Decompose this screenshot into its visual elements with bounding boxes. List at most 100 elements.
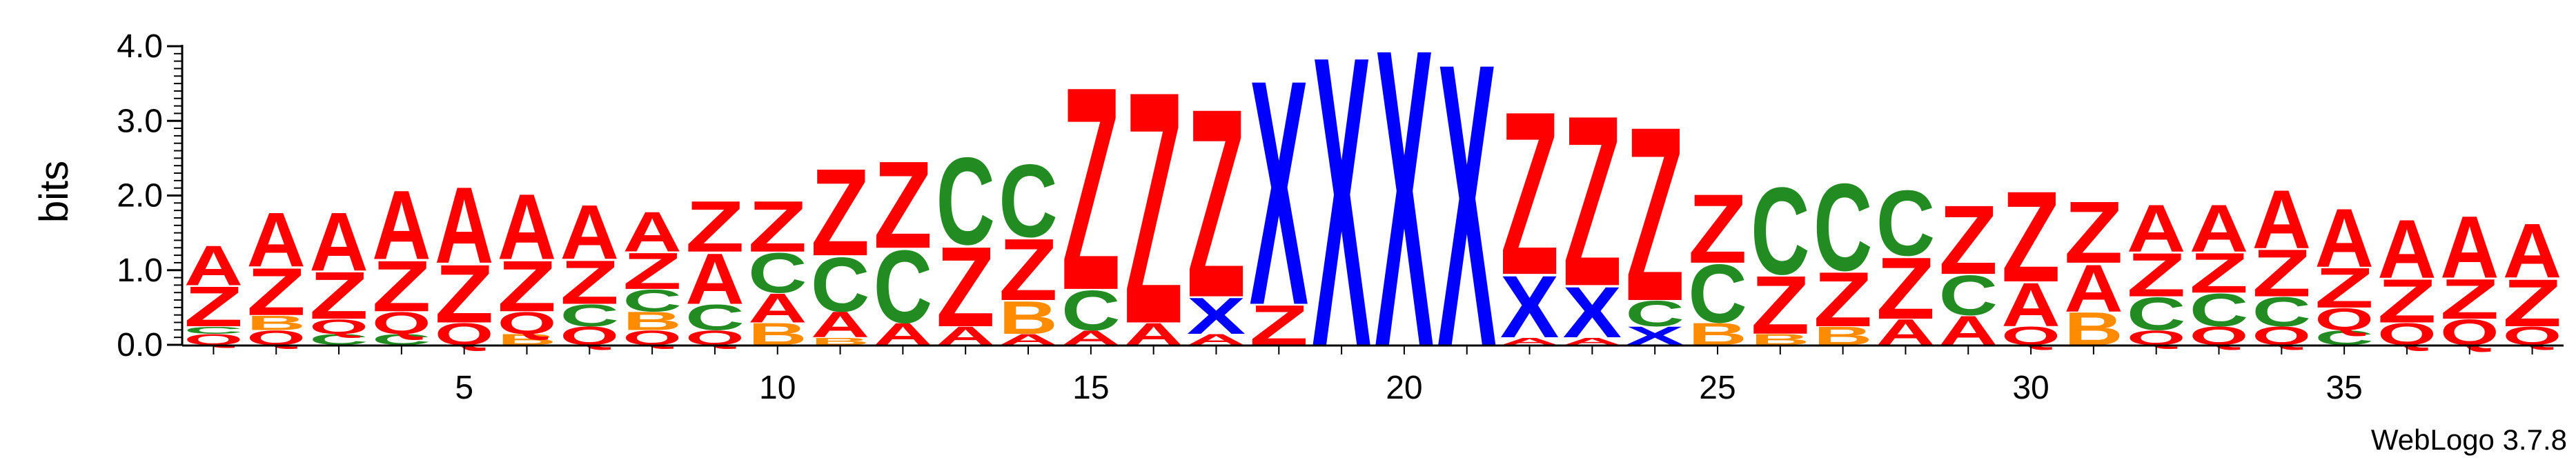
glyph-Z-pos-28: Z: [1876, 240, 1935, 338]
glyph-C-pos-1: C: [184, 324, 243, 336]
glyph-C-pos-15: C: [1061, 279, 1120, 342]
axis-layer: 0.0 1.0 2.0 3.0 4.0 5 10 15 20 25 30 35: [117, 28, 2564, 406]
glyph-Z-pos-5: Z: [435, 248, 493, 341]
glyph-C-pos-28: C: [1876, 171, 1935, 275]
glyph-A-pos-23: A: [1563, 335, 1622, 347]
glyph-Z-pos-3: Z: [309, 258, 368, 333]
glyph-Z-pos-26: Z: [1751, 259, 1809, 352]
glyph-A-pos-8: A: [622, 200, 681, 263]
glyph-X-pos-17: X: [1187, 287, 1246, 345]
glyph-Z-pos-23: Z: [1563, 65, 1622, 337]
glyph-A-pos-1: A: [184, 234, 243, 297]
x-tick-label: 30: [2012, 370, 2049, 406]
glyph-Q-pos-3: Q: [309, 315, 368, 339]
y-tick-label: 4.0: [117, 28, 163, 65]
glyph-C-pos-12: C: [874, 229, 932, 345]
glyph-Z-pos-7: Z: [560, 248, 619, 317]
x-tick-label: 20: [1386, 370, 1422, 406]
glyph-Z-pos-37: Z: [2440, 268, 2499, 331]
glyph-Z-pos-34: Z: [2252, 235, 2311, 310]
glyph-layer: QCZAQBZACQZACQZAQZABQZAQCZAQBCZAQCAZBACZ…: [184, 0, 2562, 436]
glyph-X-pos-22: X: [1500, 258, 1559, 357]
glyph-C-pos-33: C: [2190, 285, 2248, 337]
glyph-A-pos-33: A: [2190, 190, 2248, 266]
glyph-B-pos-14: B: [999, 292, 1057, 343]
glyph-A-pos-11: A: [811, 305, 869, 346]
glyph-B-pos-8: B: [622, 306, 681, 335]
glyph-C-pos-11: C: [811, 241, 869, 328]
glyph-Z-pos-15: Z: [1061, 27, 1120, 351]
x-tick-label: 5: [455, 370, 473, 406]
glyph-C-pos-32: C: [2127, 288, 2185, 340]
glyph-Z-pos-14: Z: [999, 221, 1057, 319]
glyph-Z-pos-24: Z: [1625, 74, 1684, 353]
glyph-Z-pos-36: Z: [2377, 266, 2436, 335]
y-tick-label: 0.0: [117, 327, 163, 363]
glyph-A-pos-38: A: [2503, 208, 2562, 294]
glyph-B-pos-11: B: [811, 335, 869, 347]
glyph-A-pos-37: A: [2440, 199, 2499, 297]
glyph-X-pos-20: X: [1375, 0, 1434, 436]
glyph-C-pos-27: C: [1813, 159, 1872, 297]
glyph-X-pos-18: X: [1250, 14, 1309, 372]
glyph-Q-pos-4: Q: [372, 306, 431, 341]
glyph-X-pos-19: X: [1312, 0, 1371, 434]
glyph-C-pos-25: C: [1688, 248, 1747, 341]
glyph-Z-pos-38: Z: [2503, 266, 2562, 341]
glyph-Z-pos-35: Z: [2314, 257, 2373, 320]
x-tick-label: 25: [1699, 370, 1736, 406]
glyph-A-pos-36: A: [2377, 203, 2436, 296]
glyph-C-pos-14: C: [999, 143, 1057, 259]
glyph-Z-pos-25: Z: [1688, 174, 1747, 284]
glyph-C-pos-13: C: [936, 132, 995, 271]
y-tick-label: 1.0: [117, 252, 163, 289]
glyph-Z-pos-13: Z: [936, 223, 995, 351]
glyph-Z-pos-2: Z: [247, 254, 306, 329]
glyph-Z-pos-11: Z: [811, 143, 869, 282]
glyph-A-pos-30: A: [2001, 270, 2060, 339]
glyph-Q-pos-35: Q: [2314, 301, 2373, 337]
glyph-A-pos-7: A: [560, 189, 619, 276]
glyph-C-pos-26: C: [1751, 162, 1809, 301]
glyph-Z-pos-31: Z: [2064, 183, 2123, 281]
glyph-Z-pos-29: Z: [1939, 185, 1998, 295]
glyph-Z-pos-17: Z: [1187, 53, 1246, 354]
glyph-Z-pos-32: Z: [2127, 240, 2185, 309]
glyph-Z-pos-10: Z: [748, 186, 807, 267]
glyph-Z-pos-8: Z: [622, 241, 681, 299]
glyph-A-pos-6: A: [498, 174, 556, 279]
glyph-A-pos-5: A: [435, 164, 493, 286]
x-tick-label: 15: [1072, 370, 1109, 406]
glyph-Z-pos-33: Z: [2190, 241, 2248, 305]
glyph-A-pos-34: A: [2252, 173, 2311, 266]
glyph-Q-pos-6: Q: [498, 306, 556, 341]
weblogo-credit: WebLogo 3.7.8: [2371, 423, 2567, 456]
glyph-C-pos-34: C: [2252, 288, 2311, 334]
glyph-C-pos-9: C: [685, 297, 744, 338]
glyph-B-pos-2: B: [247, 312, 306, 334]
glyph-Z-pos-1: Z: [184, 275, 243, 339]
glyph-C-pos-7: C: [560, 298, 619, 332]
y-tick-label: 2.0: [117, 178, 163, 214]
glyph-Z-pos-30: Z: [2001, 165, 2060, 310]
glyph-C-pos-29: C: [1939, 263, 1998, 327]
glyph-C-pos-8: C: [622, 283, 681, 317]
glyph-A-pos-2: A: [247, 197, 306, 283]
glyph-C-pos-10: C: [748, 241, 807, 305]
x-tick-label: 35: [2326, 370, 2362, 406]
x-tick-label: 10: [759, 370, 796, 406]
glyph-A-pos-9: A: [685, 238, 744, 319]
glyph-A-pos-22: A: [1500, 335, 1559, 347]
glyph-A-pos-10: A: [748, 285, 807, 331]
glyph-Z-pos-16: Z: [1124, 23, 1183, 394]
glyph-X-pos-23: X: [1563, 272, 1622, 353]
y-tick-label: 3.0: [117, 103, 163, 139]
glyph-A-pos-31: A: [2064, 250, 2123, 326]
glyph-A-pos-4: A: [372, 170, 431, 280]
glyph-Z-pos-6: Z: [498, 246, 556, 327]
glyph-Z-pos-22: Z: [1500, 63, 1559, 323]
glyph-A-pos-32: A: [2127, 190, 2185, 266]
y-axis-label: bits: [32, 161, 77, 223]
glyph-X-pos-21: X: [1437, 0, 1497, 430]
